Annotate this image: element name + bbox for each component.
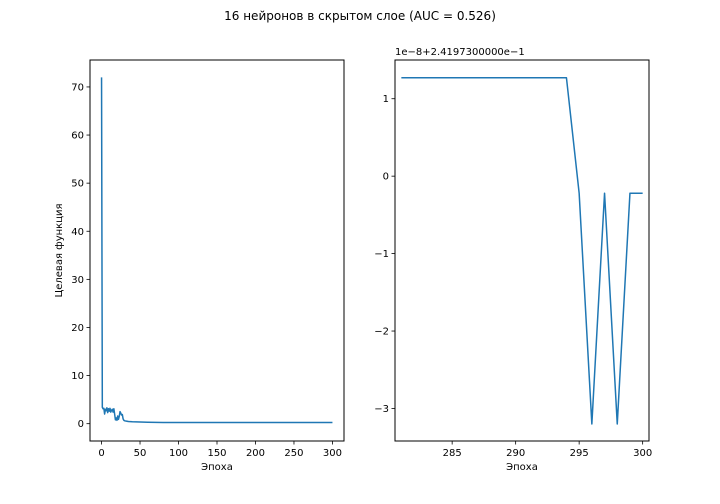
right-plot-ticks: 285 290 295 300 −3 −2 −1 0 1 xyxy=(374,94,652,459)
left-plot-series-line xyxy=(100,77,333,424)
right-plot-offset-text: 1e−8+2.4197300000e−1 xyxy=(395,47,525,58)
left-plot-ytick-label: 20 xyxy=(71,323,84,334)
left-plot-ytick-label: 50 xyxy=(71,179,84,190)
right-plot-loss-tail: 285 290 295 300 −3 −2 −1 0 1 Эпоха 1e−8+2.419730… xyxy=(374,47,652,473)
right-plot-xlabel: Эпоха xyxy=(506,462,538,473)
figure-suptitle: 16 нейронов в скрытом слое (AUC = 0.526) xyxy=(224,9,496,23)
left-plot-ticks: 0 50 100 150 200 250 300 0 10 20 30 40 50 60 70 xyxy=(71,82,342,459)
right-plot-ytick-label: −3 xyxy=(374,404,389,415)
left-plot-ytick-label: 60 xyxy=(71,131,84,142)
left-plot-ytick-label: 40 xyxy=(71,227,84,238)
right-plot-ytick-label: −1 xyxy=(374,249,389,260)
left-plot-xlabel: Эпоха xyxy=(201,462,233,473)
right-plot-xtick-label: 295 xyxy=(570,448,589,459)
left-plot-ytick-label: 70 xyxy=(71,82,84,93)
left-plot-frame xyxy=(89,59,345,442)
left-plot-xtick-label: 300 xyxy=(323,448,342,459)
right-plot-ytick-label: −2 xyxy=(374,327,389,338)
left-plot-xtick-label: 250 xyxy=(284,448,303,459)
left-plot-xtick-label: 150 xyxy=(207,448,226,459)
right-plot-ytick-label: 1 xyxy=(383,94,389,105)
left-plot-ylabel: Целевая функция xyxy=(54,203,65,297)
right-plot-series-line xyxy=(401,77,643,425)
left-plot-xtick-label: 100 xyxy=(169,448,188,459)
left-plot-xtick-label: 50 xyxy=(134,448,147,459)
left-plot-xtick-label: 0 xyxy=(98,448,104,459)
left-plot-ytick-label: 30 xyxy=(71,275,84,286)
left-plot-ytick-label: 0 xyxy=(78,419,84,430)
left-plot-ytick-label: 10 xyxy=(71,371,84,382)
right-plot-frame xyxy=(394,59,650,442)
right-plot-ytick-label: 0 xyxy=(383,172,389,183)
right-plot-xtick-label: 285 xyxy=(443,448,462,459)
right-plot-xtick-label: 290 xyxy=(506,448,525,459)
right-plot-xtick-label: 300 xyxy=(633,448,652,459)
left-plot-xtick-label: 200 xyxy=(246,448,265,459)
